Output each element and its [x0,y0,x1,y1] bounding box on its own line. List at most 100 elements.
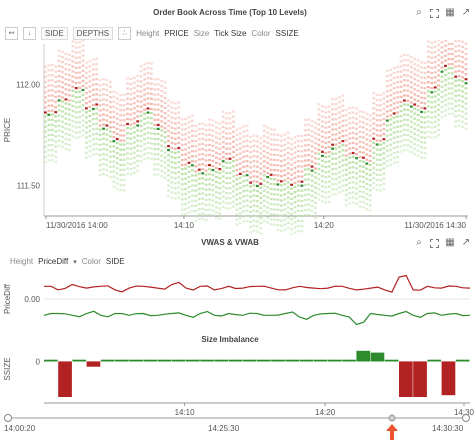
height-value[interactable]: PriceDiff [38,257,69,266]
bid-level-cell [392,131,396,134]
bid-level-cell [365,162,369,165]
ask-level-cell [423,87,427,90]
ask-level-cell [153,98,157,101]
bid-level-cell [146,157,150,160]
download-icon[interactable]: ↓ [23,27,36,40]
size-value[interactable]: Tick Size [214,29,247,38]
ask-level-cell [409,66,413,69]
color-value[interactable]: SIDE [105,257,125,266]
bid-level-cell [146,136,150,139]
ask-level-cell [444,64,447,67]
bid-level-cell [78,90,81,93]
ask-level-cell [44,101,47,104]
ask-level-cell [279,180,283,183]
bid-level-cell [389,138,393,141]
bid-level-cell [283,213,287,216]
ask-level-cell [245,129,249,132]
height-value[interactable]: PRICE [164,29,189,38]
bid-level-cell [132,161,136,164]
ask-level-cell [324,106,328,109]
ask-level-cell [208,138,211,141]
ask-level-cell [228,152,232,155]
ask-level-cell [112,131,116,134]
ask-level-cell [389,109,393,112]
table-icon[interactable]: ▦ [445,237,455,248]
ask-level-cell [344,109,348,112]
select-icon[interactable] [430,238,439,248]
ask-level-cell [276,179,280,182]
ask-level-cell [273,138,276,141]
y-tick-label: 0.00 [24,295,40,304]
search-icon[interactable]: ⌕ [416,237,422,248]
slider-end-handle[interactable] [462,414,470,422]
ask-level-cell [430,71,434,75]
bid-level-cell [221,180,225,183]
slider-start-handle[interactable] [4,414,12,422]
dropdown-icon[interactable]: ▾ [73,258,77,266]
ask-level-cell [389,68,393,71]
ask-level-cell [416,104,420,108]
ask-level-cell [191,134,194,137]
bid-level-cell [105,138,109,141]
bid-level-cell [392,141,396,144]
expand-icon[interactable]: ↗ [461,237,471,248]
side-chip[interactable]: SIDE [41,27,68,40]
bid-level-cell [225,207,228,210]
imbalance-bar [342,359,356,362]
bid-level-cell [355,162,358,165]
ask-level-cell [283,133,287,136]
bid-level-cell [78,116,81,119]
x-tick-label: 14:10 [174,221,195,230]
bid-level-cell [225,192,228,195]
ask-level-cell [338,101,341,104]
ask-level-cell [91,98,95,101]
ask-level-cell [362,136,365,139]
bid-level-cell [396,161,399,164]
ask-level-cell [348,147,352,150]
bid-level-cell [139,155,143,158]
bid-level-cell [47,128,51,132]
expand-icon[interactable]: ↗ [461,7,471,18]
time-range-slider[interactable] [0,412,474,440]
depths-chip[interactable]: DEPTHS [72,27,114,40]
bid-level-cell [156,173,160,176]
bid-level-cell [279,184,283,187]
ask-level-cell [136,95,140,98]
bid-level-cell [215,216,218,219]
bid-level-cell [303,193,307,196]
bid-level-cell [355,187,358,190]
reset-zoom-icon[interactable]: ↤ [5,27,18,40]
bid-level-cell [146,121,150,124]
color-value[interactable]: SSIZE [275,29,299,38]
bid-level-cell [115,147,119,150]
bid-level-cell [136,169,140,173]
bid-level-cell [197,187,201,190]
ask-level-cell [218,163,222,166]
bid-level-cell [307,178,311,181]
ask-level-cell [204,169,208,172]
ask-level-cell [406,89,410,92]
ask-level-cell [242,135,246,138]
search-icon[interactable]: ⌕ [416,7,422,18]
ask-level-cell [122,109,126,112]
bid-level-cell [112,140,116,143]
bid-level-cell [225,171,228,175]
select-icon[interactable] [430,8,439,18]
bid-level-cell [252,214,256,217]
settings-icon[interactable]: ∴ [118,27,132,40]
ask-level-cell [262,170,266,173]
bid-level-cell [208,203,211,206]
bid-level-cell [122,173,126,177]
slider-current-handle[interactable] [388,414,396,422]
ask-level-cell [180,158,184,162]
bid-level-cell [454,84,458,87]
ask-level-cell [139,100,143,103]
bid-level-cell [293,216,297,219]
bid-level-cell [47,144,51,147]
ask-level-cell [215,166,218,169]
bid-level-cell [78,110,81,114]
table-icon[interactable]: ▦ [445,7,455,18]
